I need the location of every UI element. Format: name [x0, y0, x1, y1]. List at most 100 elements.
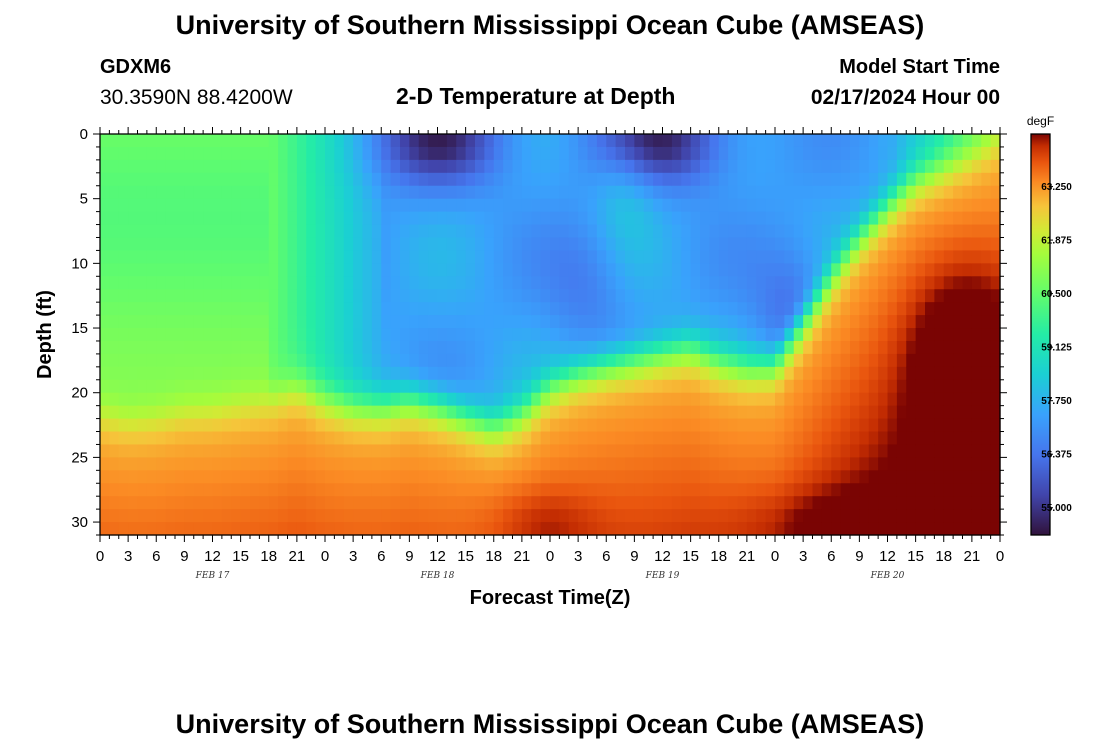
heatmap-cell — [981, 146, 992, 161]
heatmap-cell — [821, 483, 832, 497]
heatmap-cell — [334, 483, 345, 497]
heatmap-cell — [100, 146, 110, 161]
heatmap-cell — [146, 366, 157, 381]
heatmap-cell — [559, 457, 570, 471]
heatmap-cell — [250, 134, 260, 148]
heatmap-cell — [925, 392, 935, 407]
heatmap-cell — [934, 379, 945, 394]
heatmap-cell — [240, 328, 251, 342]
heatmap-cell — [418, 250, 429, 264]
heatmap-cell — [915, 276, 926, 290]
heatmap-cell — [306, 366, 317, 381]
heatmap-cell — [662, 289, 673, 303]
heatmap-cell — [165, 379, 176, 394]
heatmap-cell — [165, 289, 176, 303]
heatmap-cell — [868, 379, 879, 394]
heatmap-cell — [578, 185, 589, 200]
heatmap-cell — [953, 431, 964, 446]
heatmap-cell — [287, 146, 298, 161]
heatmap-cell — [953, 418, 964, 433]
heatmap-cell — [353, 431, 364, 446]
heatmap-cell — [428, 185, 439, 200]
heatmap-cell — [531, 159, 542, 174]
heatmap-cell — [625, 159, 635, 174]
heatmap-cell — [681, 289, 692, 303]
heatmap-cell — [803, 470, 814, 484]
heatmap-cell — [803, 198, 814, 213]
heatmap-cell — [728, 379, 739, 394]
heatmap-cell — [100, 263, 110, 277]
heatmap-cell — [512, 522, 523, 536]
heatmap-cell — [428, 198, 439, 213]
heatmap-cell — [296, 159, 307, 174]
heatmap-cell — [803, 522, 814, 536]
heatmap-cell — [212, 172, 223, 187]
heatmap-cell — [934, 159, 945, 174]
heatmap-cell — [934, 263, 945, 277]
heatmap-cell — [578, 315, 589, 329]
heatmap-cell — [596, 315, 607, 329]
heatmap-cell — [671, 496, 682, 510]
heatmap-cell — [850, 289, 860, 303]
heatmap-cell — [353, 146, 364, 161]
heatmap-cell — [100, 483, 110, 497]
heatmap-cell — [456, 224, 467, 239]
x-tick-label: 21 — [514, 548, 531, 565]
heatmap-cell — [896, 185, 907, 200]
heatmap-cell — [175, 185, 185, 200]
heatmap-cell — [409, 224, 420, 239]
heatmap-cell — [821, 496, 832, 510]
heatmap-cell — [728, 470, 739, 484]
heatmap-cell — [446, 237, 457, 252]
heatmap-cell — [756, 340, 767, 355]
heatmap-cell — [840, 237, 851, 252]
heatmap-cell — [925, 496, 935, 510]
heatmap-cell — [643, 315, 654, 329]
heatmap-cell — [606, 198, 617, 213]
heatmap-cell — [803, 134, 814, 148]
heatmap-cell — [184, 276, 195, 290]
heatmap-cell — [681, 379, 692, 394]
heatmap-cell — [231, 302, 242, 316]
heatmap-cell — [775, 276, 785, 290]
heatmap-cell — [896, 431, 907, 446]
heatmap-cell — [746, 134, 757, 148]
heatmap-cell — [596, 496, 607, 510]
heatmap-cell — [906, 379, 917, 394]
heatmap-cell — [784, 224, 795, 239]
heatmap-cell — [278, 224, 289, 239]
heatmap-cell — [484, 522, 495, 536]
heatmap-cell — [137, 444, 148, 458]
heatmap-cell — [484, 250, 495, 264]
heatmap-cell — [812, 134, 823, 148]
heatmap-cell — [512, 237, 523, 252]
heatmap-cell — [690, 159, 701, 174]
heatmap-cell — [137, 405, 148, 420]
heatmap-cell — [240, 509, 251, 523]
heatmap-cell — [128, 444, 139, 458]
heatmap-cell — [700, 172, 710, 187]
heatmap-cell — [831, 418, 842, 433]
heatmap-cell — [953, 392, 964, 407]
heatmap-cell — [615, 457, 626, 471]
heatmap-cell — [793, 263, 804, 277]
heatmap-cell — [296, 431, 307, 446]
heatmap-cell — [746, 289, 757, 303]
heatmap-cell — [962, 263, 973, 277]
heatmap-cell — [175, 237, 185, 252]
heatmap-cell — [362, 392, 373, 407]
heatmap-cell — [493, 379, 504, 394]
heatmap-cell — [765, 172, 776, 187]
heatmap-cell — [831, 263, 842, 277]
heatmap-cell — [896, 237, 907, 252]
heatmap-cell — [793, 134, 804, 148]
heatmap-cell — [334, 457, 345, 471]
heatmap-cell — [381, 509, 392, 523]
heatmap-cell — [437, 185, 448, 200]
heatmap-cell — [437, 198, 448, 213]
heatmap-cell — [990, 496, 1001, 510]
heatmap-cell — [746, 496, 757, 510]
heatmap-cell — [371, 172, 382, 187]
heatmap-cell — [418, 483, 429, 497]
heatmap-cell — [606, 522, 617, 536]
